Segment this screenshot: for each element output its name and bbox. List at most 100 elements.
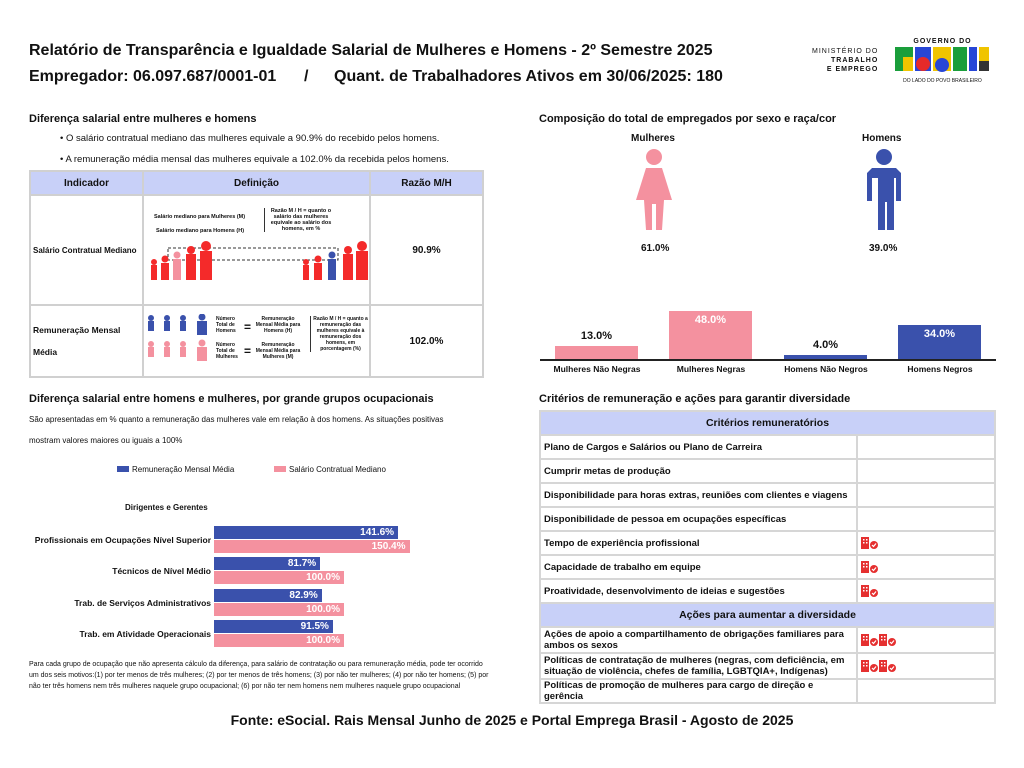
chart-baseline: [540, 359, 996, 361]
composition-value: 13.0%: [580, 330, 613, 342]
criteria-marks: [856, 626, 996, 654]
criteria-label: Proatividade, desenvolvimento de ideias …: [539, 578, 858, 604]
legend-label: Remuneração Mensal Média: [132, 465, 235, 474]
criteria-label: Políticas de contratação de mulheres (ne…: [539, 652, 858, 680]
employer-id: Empregador: 06.097.687/0001-01: [29, 68, 277, 85]
def-h: Salário mediano para Homens (H): [156, 228, 245, 234]
composition-category: Mulheres Não Negras: [553, 364, 641, 374]
man-icon: [867, 149, 901, 230]
criteria-marks: [856, 458, 996, 484]
composition-category: Mulheres Negras: [676, 364, 746, 374]
criteria-row: Disponibilidade para horas extras, reuni…: [539, 482, 996, 508]
criteria-label: Cumprir metas de produção: [539, 458, 858, 484]
criteria-marks: [856, 554, 996, 580]
active-workers: Quant. de Trabalhadores Ativos em 30/06/…: [334, 68, 723, 85]
criteria-label: Tempo de experiência profissional: [539, 530, 858, 556]
company-check-icon: [879, 634, 896, 646]
criteria-title: Critérios de remuneração e ações para ga…: [539, 393, 851, 405]
criteria-row: Cumprir metas de produção: [539, 458, 996, 484]
company-check-icon: [861, 561, 878, 573]
people-sum-icons: [148, 314, 207, 361]
table-row: Remuneração Mensal Média Número Total de…: [29, 304, 484, 378]
source-footer: Fonte: eSocial. Rais Mensal Junho de 202…: [230, 712, 794, 728]
composition-bar: [784, 355, 867, 359]
definition-cell: Número Total de Homens Número Total de M…: [142, 304, 371, 378]
composition-title: Composição do total de empregados por se…: [539, 113, 837, 125]
def-num-women: Número Total de Mulheres: [216, 342, 238, 360]
criteria-label: Disponibilidade para horas extras, reuni…: [539, 482, 858, 508]
def-note: Razão M / H = quanto o salário das mulhe…: [264, 208, 334, 232]
criteria-marks: [856, 434, 996, 460]
occupation-bar-rem: 141.6%: [214, 526, 399, 539]
equals-sign: =: [244, 320, 252, 334]
occupations-title: Diferença salarial entre homens e mulher…: [29, 393, 434, 405]
criteria-label: Capacidade de trabalho em equipe: [539, 554, 858, 580]
occupation-bar-rem: 82.9%: [214, 589, 322, 602]
composition-category: Homens Negros: [907, 364, 973, 374]
women-label: Mulheres: [631, 133, 675, 144]
company-check-icon: [861, 537, 878, 549]
ministry-logo: MINISTÉRIO DO TRABALHO E EMPREGO: [812, 47, 878, 74]
gov-text: GOVERNO DO: [913, 38, 972, 45]
occupations-desc: São apresentadas em % quanto a remuneraç…: [29, 415, 444, 424]
criteria-marks: [856, 578, 996, 604]
separator: /: [304, 68, 309, 85]
indicator-name: Salário Contratual Mediano: [29, 194, 144, 306]
criteria-marks: [856, 506, 996, 532]
women-pct: 61.0%: [641, 243, 670, 254]
ratio-value: 102.0%: [369, 304, 484, 378]
occupations-desc: mostram valores maiores ou iguais a 100%: [29, 436, 183, 445]
composition-value: 48.0%: [694, 314, 727, 326]
company-check-icon: [861, 585, 878, 597]
legend-label: Salário Contratual Mediano: [289, 465, 386, 474]
criteria-table: Critérios remuneratórios Plano de Cargos …: [539, 410, 996, 704]
legend-swatch-pink: [274, 466, 286, 472]
ministry-line: MINISTÉRIO DO: [812, 48, 879, 55]
company-check-icon: [879, 660, 896, 672]
criteria-marks: [856, 652, 996, 680]
col-ratio: Razão M/H: [369, 170, 484, 196]
company-check-icon: [861, 660, 878, 672]
indicator-name: Remuneração Mensal Média: [29, 304, 144, 378]
composition-bar: [898, 325, 981, 359]
criteria-row: Plano de Cargos e Salários ou Plano de C…: [539, 434, 996, 460]
criteria-row: Tempo de experiência profissional: [539, 530, 996, 556]
occupation-label: Dirigentes e Gerentes: [125, 503, 208, 512]
criteria-row: Capacidade de trabalho em equipe: [539, 554, 996, 580]
criteria-row: Ações de apoio a compartilhamento de obr…: [539, 626, 996, 654]
equals-sign: =: [244, 344, 252, 358]
ministry-line: TRABALHO: [831, 57, 879, 64]
col-definition: Definição: [142, 170, 371, 196]
composition-value: 34.0%: [923, 328, 956, 340]
occupation-label: Trab. de Serviços Administrativos: [74, 598, 211, 608]
composition-category: Homens Não Negros: [784, 364, 868, 374]
ratio-value: 90.9%: [369, 194, 484, 306]
criteria-marks: [856, 530, 996, 556]
criteria-label: Disponibilidade de pessoa em ocupações e…: [539, 506, 858, 532]
criteria-section-header: Ações para aumentar a diversidade: [539, 602, 996, 628]
occupation-bar-sal: 100.0%: [214, 634, 344, 647]
tagline: DO LADO DO POVO BRASILEIRO: [903, 78, 982, 84]
criteria-label: Plano de Cargos e Salários ou Plano de C…: [539, 434, 858, 460]
def-m: Salário mediano para Mulheres (M): [154, 214, 246, 220]
woman-icon: [636, 149, 672, 230]
occupation-bar-sal: 100.0%: [214, 571, 344, 584]
brasil-logo-icon: [895, 47, 989, 72]
gov-brasil-logo: GOVERNO DO DO LADO DO POVO BRASILEIRO: [895, 38, 990, 84]
footnote: Para cada grupo de ocupação que não apre…: [29, 661, 489, 690]
criteria-row: Disponibilidade de pessoa em ocupações e…: [539, 506, 996, 532]
definition-cell: Salário mediano para Mulheres (M) Salári…: [142, 194, 371, 306]
criteria-marks: [856, 678, 996, 704]
criteria-section-header: Critérios remuneratórios: [539, 410, 996, 436]
criteria-label: Ações de apoio a compartilhamento de obr…: [539, 626, 858, 654]
occupation-bar-sal: 100.0%: [214, 603, 344, 616]
col-indicator: Indicador: [29, 170, 144, 196]
criteria-row: Políticas de promoção de mulheres para c…: [539, 678, 996, 704]
men-pct: 39.0%: [869, 243, 898, 254]
bullet-2: • A remuneração média mensal das mulhere…: [60, 154, 449, 165]
occupation-bar-rem: 91.5%: [214, 620, 333, 633]
occupation-bar-rem: 81.7%: [214, 557, 321, 570]
criteria-marks: [856, 482, 996, 508]
composition-value: 4.0%: [812, 339, 839, 351]
bullet-1: • O salário contratual mediano das mulhe…: [60, 133, 440, 144]
